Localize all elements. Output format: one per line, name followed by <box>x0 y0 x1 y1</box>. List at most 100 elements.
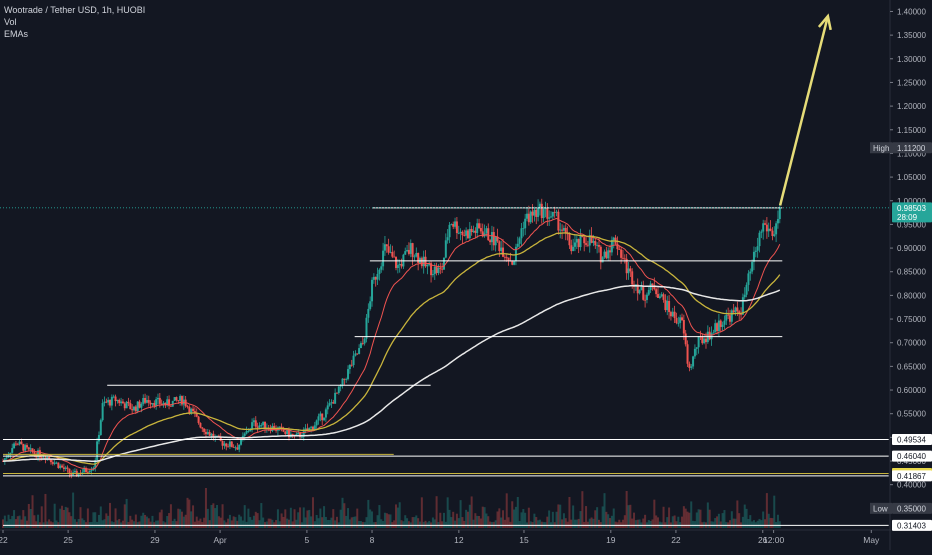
candle-body <box>359 343 362 349</box>
volume-bar <box>376 515 379 528</box>
ema-slow-line <box>3 285 781 463</box>
volume-indicator-label[interactable]: Vol <box>4 17 17 27</box>
candle-body <box>653 285 656 290</box>
volume-bar <box>413 517 416 528</box>
price-label: 0.35000 Low <box>870 502 932 514</box>
volume-bar <box>267 518 270 528</box>
ema-indicator-label[interactable]: EMAs <box>4 29 29 39</box>
candle-body <box>688 363 691 368</box>
volume-bar <box>25 520 28 528</box>
volume-bar <box>710 521 713 528</box>
candle-body <box>452 224 455 227</box>
candle-body <box>485 228 488 234</box>
volume-bar <box>395 504 398 528</box>
volume-bar <box>417 518 420 528</box>
candle-body <box>597 245 600 247</box>
candle-body <box>736 307 739 312</box>
candle-body <box>594 241 597 246</box>
price-label-value: 0.35000 <box>897 504 926 513</box>
candle-body <box>256 426 259 428</box>
candle-body <box>586 244 589 246</box>
volume-bar <box>83 520 86 528</box>
candle-body <box>164 402 167 406</box>
volume-bar <box>568 496 571 528</box>
volume-bar <box>730 511 733 528</box>
price-label: 0.46040 <box>892 450 932 462</box>
candle-body <box>723 320 726 325</box>
candle-body <box>363 338 366 344</box>
volume-bar <box>18 515 21 528</box>
volume-bar <box>448 509 451 528</box>
candle-body <box>383 244 386 251</box>
volume-bar <box>149 521 152 528</box>
candle-body <box>719 320 722 327</box>
volume-bar <box>383 512 386 528</box>
volume-bar <box>688 512 691 528</box>
volume-bar <box>216 504 219 528</box>
volume-bar <box>55 520 58 528</box>
volume-bar <box>585 506 588 528</box>
candle-body <box>262 421 265 426</box>
volume-bar <box>396 507 399 528</box>
symbol-title[interactable]: Wootrade / Tether USD, 1h, HUOBI <box>4 5 146 15</box>
candle-body <box>455 221 458 234</box>
volume-bar <box>771 518 774 528</box>
candle-body <box>741 297 744 315</box>
candle-body <box>690 366 693 368</box>
volume-bar <box>217 516 220 528</box>
volume-bar <box>308 509 311 528</box>
volume-bar <box>752 520 755 528</box>
volume-bar <box>365 517 368 528</box>
volume-bar <box>103 519 106 528</box>
volume-bar <box>677 516 680 528</box>
price-label-value: 0.46040 <box>897 452 926 461</box>
time-tick-label: 15 <box>519 535 529 545</box>
time-tick-label: Apr <box>213 535 226 545</box>
candle-body <box>555 211 558 213</box>
volume-bar <box>140 515 143 528</box>
candle-body <box>668 300 671 313</box>
candle-body <box>295 434 298 436</box>
candle-body <box>568 233 571 246</box>
volume-bar <box>577 518 580 528</box>
volume-bar <box>334 520 337 528</box>
candle-body <box>173 397 176 401</box>
candle-body <box>110 396 113 406</box>
volume-bar <box>728 520 731 528</box>
volume-bar <box>442 512 445 528</box>
volume-bar <box>470 496 473 528</box>
volume-bar <box>378 505 381 528</box>
candle-body <box>660 294 663 297</box>
candle-body <box>62 467 65 469</box>
candle-body <box>607 250 610 259</box>
volume-bar <box>236 520 239 528</box>
volume-bar <box>668 507 671 528</box>
volume-bar <box>507 517 510 528</box>
volume-bar <box>356 508 359 528</box>
candle-body <box>679 317 682 323</box>
candle-body <box>341 378 344 386</box>
candle-body <box>728 315 731 322</box>
candle-body <box>407 249 410 254</box>
candle-body <box>677 322 680 324</box>
candle-body <box>420 258 423 267</box>
volume-bar <box>435 496 438 528</box>
candle-body <box>107 399 110 403</box>
candle-body <box>286 429 289 434</box>
volume-bar <box>411 517 414 528</box>
candle-body <box>502 247 505 257</box>
volume-bar <box>765 493 768 528</box>
volume-bar <box>249 517 252 528</box>
volume-bar <box>762 511 765 528</box>
volume-bar <box>37 514 40 528</box>
volume-bar <box>706 502 709 528</box>
volume-bar <box>441 521 444 528</box>
candle-body <box>666 300 669 311</box>
volume-bar <box>633 512 636 528</box>
candle-body <box>743 294 746 298</box>
candle-body <box>260 425 263 426</box>
candle-body <box>664 299 667 311</box>
volume-bar <box>671 516 674 528</box>
